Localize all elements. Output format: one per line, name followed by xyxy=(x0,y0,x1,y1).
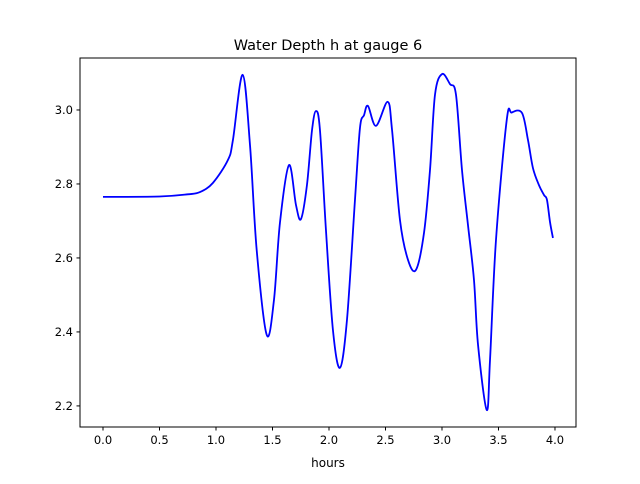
x-tick-label: 2.0 xyxy=(320,433,338,447)
y-tick-label: 3.0 xyxy=(55,103,73,117)
x-tick-label: 2.5 xyxy=(376,433,394,447)
x-axis-ticks: 0.0 0.5 1.0 1.5 2.0 2.5 3.0 3.5 4.0 xyxy=(94,427,564,447)
x-tick-label: 4.0 xyxy=(546,433,564,447)
y-axis-ticks: 2.2 2.4 2.6 2.8 3.0 xyxy=(55,103,80,413)
x-tick-label: 3.5 xyxy=(489,433,507,447)
x-tick-label: 1.0 xyxy=(207,433,225,447)
y-tick-label: 2.4 xyxy=(55,325,73,339)
x-tick-label: 3.0 xyxy=(433,433,451,447)
y-tick-label: 2.8 xyxy=(55,177,73,191)
plot-frame xyxy=(79,57,577,428)
x-tick-label: 0.0 xyxy=(94,433,112,447)
x-axis-label: hours xyxy=(311,456,345,470)
x-tick-label: 1.5 xyxy=(263,433,281,447)
chart-title: Water Depth h at gauge 6 xyxy=(234,38,422,54)
x-tick-label: 0.5 xyxy=(150,433,168,447)
y-tick-label: 2.6 xyxy=(55,251,73,265)
series-line-h xyxy=(102,72,554,411)
y-tick-label: 2.2 xyxy=(55,399,73,413)
